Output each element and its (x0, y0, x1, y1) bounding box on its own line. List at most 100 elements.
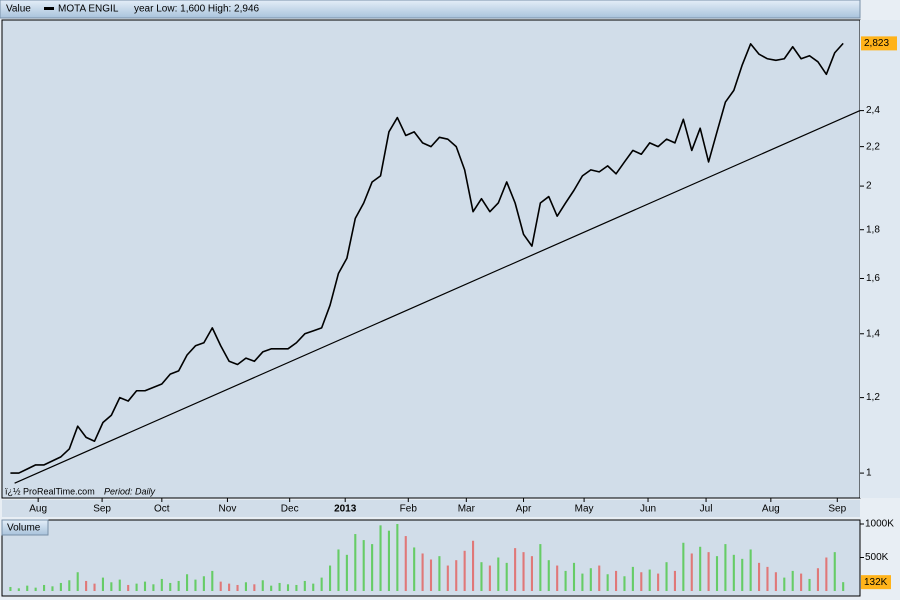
x-tick-label: Jul (700, 504, 713, 515)
volume-bar (606, 574, 609, 591)
x-tick-label: Apr (516, 504, 532, 515)
volume-bar (715, 556, 719, 591)
volume-bar (581, 573, 584, 591)
volume-bar (707, 552, 710, 591)
legend-label: MOTA ENGIL (58, 4, 119, 15)
header-label: Value (6, 4, 31, 15)
volume-bar (816, 568, 819, 591)
volume-bar (101, 577, 104, 591)
x-tick-label: Mar (458, 504, 476, 515)
volume-bar (34, 587, 37, 591)
volume-header (1, 519, 49, 536)
volume-bar (270, 585, 273, 591)
volume-bar (766, 566, 769, 591)
volume-bar (387, 530, 390, 591)
volume-bar (488, 565, 491, 591)
y-tick-label: 1,2 (866, 392, 880, 403)
volume-bar (354, 534, 357, 591)
volume-bar (690, 553, 693, 591)
volume-bar (186, 574, 189, 591)
volume-bar (800, 573, 803, 591)
source: ï¿½ ProRealTime.com (5, 486, 95, 496)
last-price-label: 2,823 (864, 38, 889, 49)
header-bar (0, 0, 861, 19)
x-axis-strip (2, 500, 860, 517)
volume-bar (455, 560, 458, 591)
volume-bar (657, 573, 660, 591)
volume-bar (127, 584, 130, 591)
volume-bar (446, 565, 449, 591)
volume-bar (404, 536, 407, 591)
volume-bar (833, 552, 836, 591)
volume-bar (615, 570, 618, 591)
volume-bar (547, 560, 550, 591)
volume-tick-label: 500K (865, 552, 889, 563)
x-tick-label: Jun (640, 504, 656, 515)
volume-bar (286, 584, 290, 591)
y-tick-label: 2 (866, 181, 872, 192)
volume-bar (589, 568, 592, 591)
volume-bar (396, 524, 399, 591)
volume-bar (438, 556, 441, 591)
last-volume-box (861, 575, 891, 590)
volume-bar (93, 583, 96, 591)
volume-bar (808, 578, 811, 591)
price-line (10, 42, 844, 474)
volume-bar (648, 569, 651, 591)
volume-bar (505, 562, 508, 591)
x-tick-label: Aug (29, 504, 47, 515)
last-price-box (861, 36, 897, 51)
volume-bar (539, 544, 542, 591)
y-tick-label: 2,2 (866, 141, 880, 152)
x-tick-label: Sep (828, 504, 846, 515)
volume-bar (337, 549, 340, 591)
volume-bar (665, 562, 668, 591)
volume-bar (749, 549, 752, 591)
volume-bar (497, 557, 500, 591)
range-note: year Low: 1,600 High: 2,946 (134, 4, 260, 15)
volume-bar (421, 553, 424, 591)
volume-bar (472, 540, 475, 591)
x-tick-label: Nov (219, 504, 237, 515)
x-tick-label: Feb (400, 504, 418, 515)
volume-bar (261, 580, 264, 591)
y-tick-label: 2,4 (866, 105, 880, 116)
trendline (14, 110, 861, 484)
volume-bar (774, 572, 777, 591)
volume-bar (85, 580, 88, 591)
volume-bar (9, 586, 12, 591)
volume-bar (135, 583, 138, 591)
volume-bar (68, 580, 71, 591)
period: Period: Daily (104, 486, 156, 496)
volume-bar (51, 586, 54, 591)
volume-bar (640, 572, 643, 591)
volume-bar (758, 562, 761, 591)
volume-bar (169, 582, 172, 591)
x-tick-label: Oct (154, 504, 170, 515)
volume-bar (631, 566, 634, 591)
price-axis (860, 20, 900, 498)
volume-bar (152, 584, 155, 591)
volume-bar (228, 583, 231, 591)
volume-bar (312, 583, 315, 591)
volume-bar (842, 582, 845, 591)
x-tick-label: Sep (93, 504, 111, 515)
volume-title: Volume (7, 523, 41, 534)
volume-bar (110, 582, 113, 591)
volume-bar (278, 582, 281, 591)
volume-bar (143, 581, 147, 591)
volume-bar (329, 565, 332, 591)
volume-bar (682, 542, 685, 591)
volume-bar (202, 576, 205, 591)
x-tick-label: Aug (762, 504, 780, 515)
volume-tick-label: 1000K (865, 519, 894, 530)
volume-bar (480, 562, 483, 591)
volume-bar (253, 584, 256, 591)
volume-bar (303, 580, 306, 591)
x-tick-label: Dec (281, 504, 299, 515)
volume-bar (556, 565, 559, 591)
volume-bar (724, 544, 727, 591)
volume-bar (598, 565, 601, 591)
volume-bar (572, 562, 576, 591)
